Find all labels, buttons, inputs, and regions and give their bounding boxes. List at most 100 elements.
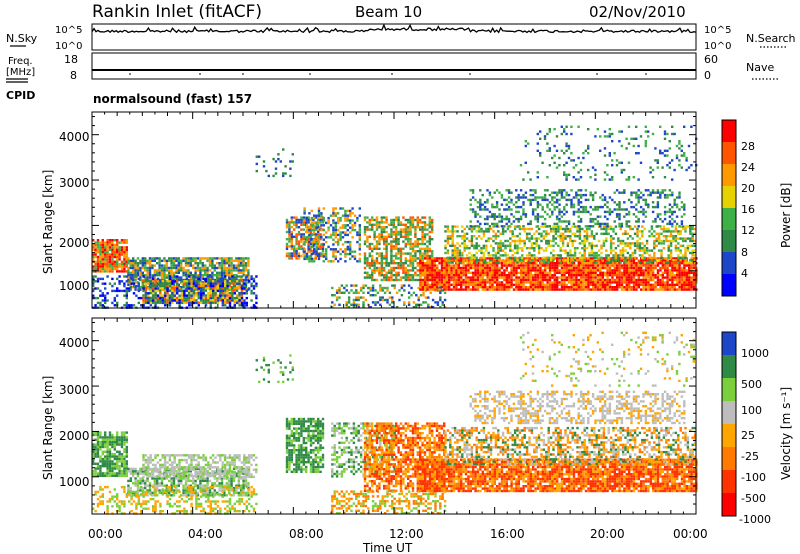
heatmap-cell [307,230,310,234]
heatmap-cell [616,269,619,272]
heatmap-cell [303,240,306,244]
heatmap-cell [327,228,330,232]
heatmap-cell [657,237,661,240]
heatmap-cell [671,266,674,270]
heatmap-cell [407,240,410,243]
heatmap-cell [513,251,517,255]
heatmap-cell [130,282,133,285]
heatmap-cell [315,224,318,227]
heatmap-cell [637,264,640,267]
heatmap-cell [235,294,239,297]
heatmap-cell [295,233,298,236]
heatmap-cell [371,271,374,274]
heatmap-cell [582,274,585,277]
heatmap-cell [111,301,114,305]
heatmap-cell [426,269,429,272]
heatmap-cell [635,281,638,284]
heatmap-cell [511,249,514,252]
heatmap-cell [391,301,394,304]
heatmap-cell [344,250,347,253]
heatmap-cell [677,261,680,264]
heatmap-cell [419,259,422,262]
heatmap-cell [163,264,166,267]
heatmap-cell [644,283,648,286]
heatmap-cell [411,226,415,229]
heatmap-cell [392,262,395,265]
heatmap-cell [450,274,453,277]
heatmap-cell [302,216,305,219]
heatmap-cell [132,271,135,274]
heatmap-cell [448,274,451,277]
heatmap-cell [573,254,577,257]
heatmap-cell [421,242,424,246]
heatmap-cell [346,209,349,213]
heatmap-cell [678,286,681,289]
heatmap-cell [645,249,649,252]
heatmap-cell [92,289,95,293]
heatmap-cell [310,221,313,225]
heatmap-cell [96,296,100,300]
heatmap-cell [680,259,684,262]
heatmap-cell [319,254,322,258]
heatmap-cell [539,276,542,279]
heatmap-cell [213,269,216,272]
heatmap-cell [204,304,208,307]
heatmap-cell [363,271,367,274]
heatmap-cell [619,261,622,264]
heatmap-cell [521,254,524,257]
heatmap-cell [373,271,376,274]
heatmap-cell [462,262,465,265]
heatmap-cell [419,266,422,270]
heatmap-cell [635,286,638,289]
heatmap-cell [657,259,661,262]
heatmap-cell [381,289,384,292]
heatmap-cell [650,249,654,252]
heatmap-cell [123,265,126,268]
heatmap-cell [111,270,114,273]
heatmap-cell [657,235,661,238]
heatmap-cell [515,278,518,282]
heatmap-cell [199,257,202,260]
heatmap-cell [180,264,183,267]
heatmap-cell [618,276,621,279]
heatmap-cell [487,254,490,257]
heatmap-cell [297,252,301,255]
heatmap-cell [492,239,495,243]
heatmap-cell [575,288,578,291]
heatmap-cell [152,277,155,281]
heatmap-cell [163,269,166,272]
heatmap-cell [497,249,500,252]
heatmap-cell [465,254,469,257]
heatmap-cell [592,269,595,272]
heatmap-cell [551,262,554,265]
heatmap-cell [288,238,291,241]
heatmap-cell [691,237,694,240]
heatmap-cell [378,247,381,250]
heatmap-cell [228,259,231,262]
heatmap-cell [451,225,454,228]
heatmap-cell [445,264,448,267]
heatmap-cell [404,233,407,236]
heatmap-cell [426,223,429,226]
heatmap-cell [628,271,631,274]
heatmap-cell [539,269,542,272]
heatmap-cell [204,269,207,272]
heatmap-cell [373,269,376,272]
heatmap-cell [525,232,529,235]
heatmap-cell [534,274,537,277]
heatmap-cell [480,247,483,250]
heatmap-cell [499,239,502,243]
heatmap-cell [654,274,657,277]
heatmap-cell [349,219,352,222]
heatmap-cell [232,259,236,262]
heatmap-cell [160,288,164,291]
heatmap-cell [534,271,537,274]
heatmap-cell [676,259,679,262]
heatmap-cell [163,287,167,290]
heatmap-cell [419,218,422,222]
heatmap-cell [482,254,486,257]
heatmap-cell [175,269,178,272]
heatmap-cell [596,283,600,286]
heatmap-cell [461,225,464,228]
heatmap-cell [380,269,383,272]
